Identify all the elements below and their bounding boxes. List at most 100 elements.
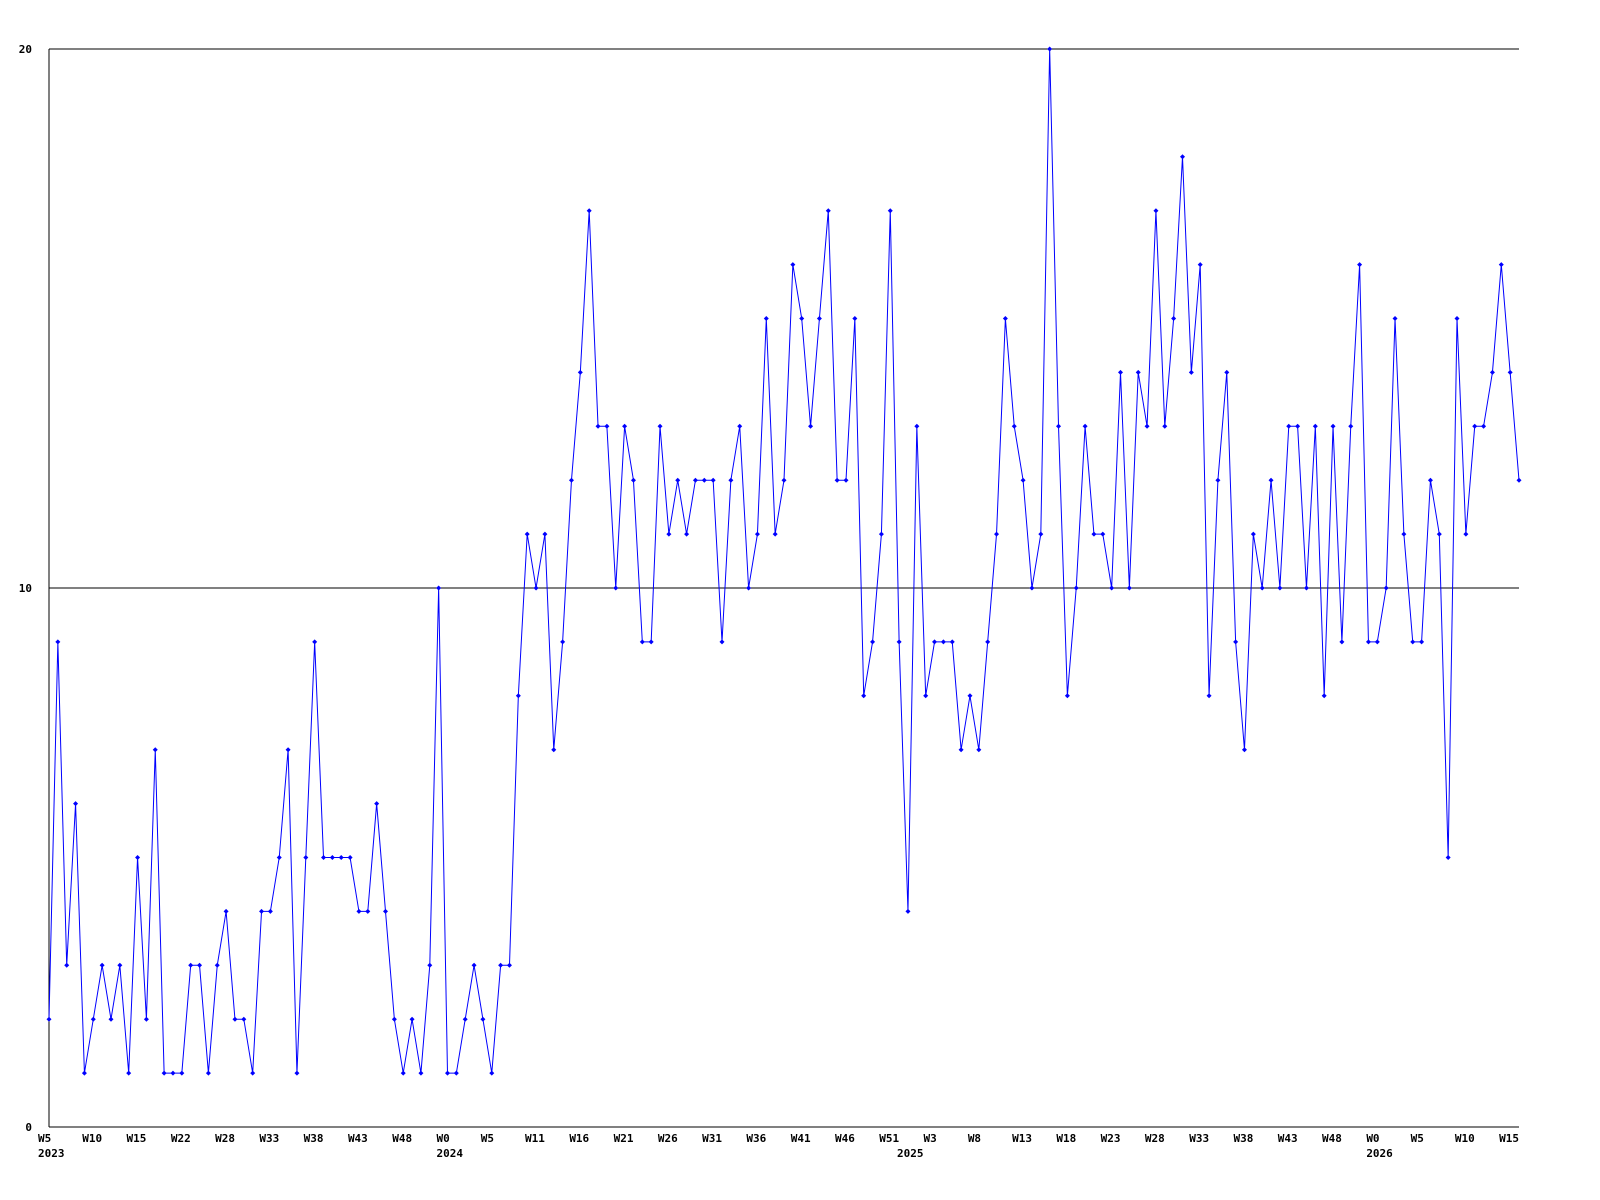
point	[1303, 585, 1309, 591]
point	[303, 855, 309, 860]
point	[692, 477, 698, 483]
point	[1047, 46, 1053, 52]
point	[896, 639, 902, 645]
point	[524, 531, 530, 537]
point	[365, 908, 371, 914]
point	[1011, 423, 1017, 429]
point	[1348, 423, 1354, 429]
point	[763, 316, 769, 321]
x-year-label: 2025	[897, 1147, 924, 1160]
point	[427, 962, 433, 968]
point	[1392, 316, 1398, 321]
x-tick-label: W36	[746, 1132, 766, 1145]
point	[719, 639, 725, 645]
point	[710, 477, 716, 483]
x-tick-label: W11	[525, 1132, 545, 1145]
point	[197, 962, 203, 968]
point	[825, 208, 831, 214]
point	[949, 639, 955, 645]
point	[462, 1016, 468, 1022]
y-tick-label: 10	[19, 582, 32, 595]
point	[613, 585, 619, 591]
point	[90, 1016, 96, 1022]
point	[568, 477, 574, 483]
point	[1463, 531, 1469, 537]
point	[117, 962, 123, 968]
point	[205, 1070, 211, 1076]
point	[772, 531, 778, 537]
point	[400, 1070, 406, 1076]
point	[932, 639, 938, 645]
x-tick-label: W21	[614, 1132, 634, 1145]
point	[374, 801, 380, 807]
point	[480, 1016, 486, 1022]
point	[1268, 477, 1274, 483]
point	[967, 693, 973, 699]
x-tick-label: W8	[968, 1132, 981, 1145]
point	[1250, 531, 1256, 537]
x-tick-label: W5	[1411, 1132, 1424, 1145]
point	[684, 531, 690, 537]
x-tick-label: W43	[348, 1132, 368, 1145]
x-tick-label: W15	[127, 1132, 147, 1145]
point	[161, 1070, 167, 1076]
point	[728, 477, 734, 483]
point	[1135, 369, 1141, 375]
point	[126, 1070, 132, 1076]
point	[515, 693, 521, 699]
point	[347, 855, 353, 860]
point	[1233, 639, 1239, 645]
point	[630, 477, 636, 483]
point	[1241, 747, 1247, 753]
point	[321, 855, 327, 860]
x-tick-label: W33	[1189, 1132, 1209, 1145]
point	[383, 908, 389, 914]
point	[188, 962, 194, 968]
point	[940, 639, 946, 645]
point	[418, 1070, 424, 1076]
point	[1171, 316, 1177, 321]
point	[338, 855, 344, 860]
point	[746, 585, 752, 591]
point	[976, 747, 982, 753]
point	[666, 531, 672, 537]
point	[1321, 693, 1327, 699]
line	[48, 48, 1520, 1074]
x-year-label: 2024	[436, 1147, 463, 1160]
point	[675, 477, 681, 483]
point	[1374, 639, 1380, 645]
point	[878, 531, 884, 537]
point	[1109, 585, 1115, 591]
point	[329, 855, 335, 860]
point	[1197, 262, 1203, 268]
point	[905, 908, 911, 914]
point	[1100, 531, 1106, 537]
point	[55, 639, 61, 645]
point	[1410, 639, 1416, 645]
point	[1312, 423, 1318, 429]
point	[1489, 369, 1495, 375]
point	[81, 1070, 87, 1076]
point	[1419, 639, 1425, 645]
point	[808, 423, 814, 429]
x-tick-label: W28	[215, 1132, 235, 1145]
x-tick-label: W48	[392, 1132, 412, 1145]
x-tick-label: W10	[82, 1132, 102, 1145]
point	[498, 962, 504, 968]
point	[436, 585, 442, 591]
point	[560, 639, 566, 645]
x-tick-label: W26	[658, 1132, 678, 1145]
point	[994, 531, 1000, 537]
point	[790, 262, 796, 268]
x-tick-label: W15	[1499, 1132, 1519, 1145]
point	[1436, 531, 1442, 537]
point	[506, 962, 512, 968]
x-tick-label: W43	[1278, 1132, 1298, 1145]
x-tick-label: W5	[481, 1132, 494, 1145]
point	[958, 747, 964, 753]
point	[73, 801, 79, 807]
point	[1445, 855, 1451, 860]
x-tick-label: W41	[791, 1132, 811, 1145]
point	[1091, 531, 1097, 537]
